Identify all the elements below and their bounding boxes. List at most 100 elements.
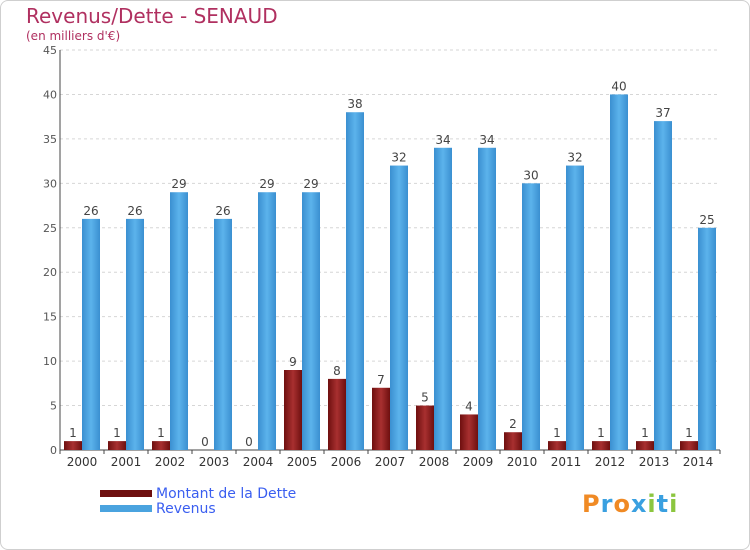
data-label-debt: 0 [201,435,209,449]
chart-title: Revenus/Dette - SENAUD [26,4,278,28]
bar-revenue [698,227,716,450]
bar-revenue [610,94,628,450]
data-label-debt: 5 [421,391,429,405]
y-tick-label: 45 [43,44,57,57]
bar-revenue [654,121,672,450]
logo-letter: r [600,490,614,518]
bar-debt [64,441,82,450]
bar-revenue [478,147,496,450]
bar-debt [460,414,478,450]
y-tick-label: 15 [43,311,57,324]
data-label-revenue: 29 [303,177,318,191]
x-tick-label: 2009 [463,455,494,469]
bar-revenue [170,192,188,450]
data-label-debt: 7 [377,373,385,387]
y-tick-label: 5 [50,400,57,413]
bar-revenue [258,192,276,450]
bar-revenue [434,147,452,450]
x-tick-label: 2000 [67,455,98,469]
x-tick-label: 2012 [595,455,626,469]
logo-letter: P [582,490,601,518]
bar-revenue [522,183,540,451]
x-tick-label: 2001 [111,455,142,469]
bar-debt [416,405,434,450]
bar-debt [548,441,566,450]
bar-revenue [566,165,584,451]
bar-debt [680,441,698,450]
data-label-revenue: 34 [479,133,494,147]
bar-debt [592,441,610,450]
x-tick-label: 2013 [639,455,670,469]
x-tick-label: 2008 [419,455,450,469]
legend-swatch-debt [100,490,152,497]
bar-debt [284,370,302,450]
data-label-revenue: 25 [699,213,714,227]
bar-debt [372,387,390,450]
bar-revenue [214,218,232,450]
logo-letter: t [656,490,670,518]
data-label-debt: 1 [553,426,561,440]
data-label-revenue: 32 [567,151,582,165]
y-tick-label: 30 [43,177,57,190]
chart-legend: Montant de la Dette Revenus [100,485,297,517]
data-label-debt: 2 [509,417,517,431]
x-tick-label: 2004 [243,455,274,469]
y-tick-label: 10 [43,355,57,368]
data-label-revenue: 38 [347,97,362,111]
data-label-revenue: 30 [523,168,538,182]
y-tick-label: 40 [43,88,57,101]
data-label-debt: 9 [289,355,297,369]
x-tick-label: 2002 [155,455,186,469]
data-label-debt: 1 [113,426,121,440]
bar-debt [108,441,126,450]
y-tick-label: 0 [50,444,57,457]
x-tick-label: 2011 [551,455,582,469]
x-tick-label: 2007 [375,455,406,469]
data-label-debt: 4 [465,399,473,413]
legend-item-debt: Montant de la Dette [100,485,297,502]
proxiti-logo: Proxiti [582,490,678,518]
bar-debt [636,441,654,450]
data-label-debt: 1 [641,426,649,440]
logo-letter: i [647,490,657,518]
legend-swatch-revenue [100,505,152,512]
legend-item-revenue: Revenus [100,500,296,517]
legend-label-revenue: Revenus [156,500,216,517]
data-label-debt: 1 [69,426,77,440]
bar-debt [328,378,346,450]
data-label-revenue: 26 [127,204,142,218]
bar-revenue [302,192,320,450]
x-tick-label: 2010 [507,455,538,469]
x-tick-label: 2005 [287,455,318,469]
data-label-revenue: 34 [435,133,450,147]
data-label-debt: 0 [245,435,253,449]
data-label-revenue: 37 [655,106,670,120]
bar-revenue [82,218,100,450]
data-label-debt: 1 [597,426,605,440]
data-label-debt: 1 [685,426,693,440]
x-tick-label: 2003 [199,455,230,469]
y-tick-label: 20 [43,266,57,279]
bar-revenue [126,218,144,450]
data-label-revenue: 29 [171,177,186,191]
bar-debt [504,432,522,450]
bar-debt [152,441,170,450]
bar-revenue [346,112,364,450]
chart-subtitle: (en milliers d'€) [26,29,121,43]
y-tick-label: 35 [43,133,57,146]
x-tick-label: 2006 [331,455,362,469]
logo-letter: o [613,490,631,518]
x-tick-label: 2014 [683,455,714,469]
logo-letter: i [669,490,679,518]
data-label-revenue: 26 [83,204,98,218]
bar-revenue [390,165,408,451]
data-label-revenue: 29 [259,177,274,191]
data-label-debt: 8 [333,364,341,378]
data-label-debt: 1 [157,426,165,440]
data-label-revenue: 32 [391,151,406,165]
data-label-revenue: 40 [611,79,626,93]
y-tick-label: 25 [43,222,57,235]
legend-label-debt: Montant de la Dette [156,485,297,502]
data-label-revenue: 26 [215,204,230,218]
